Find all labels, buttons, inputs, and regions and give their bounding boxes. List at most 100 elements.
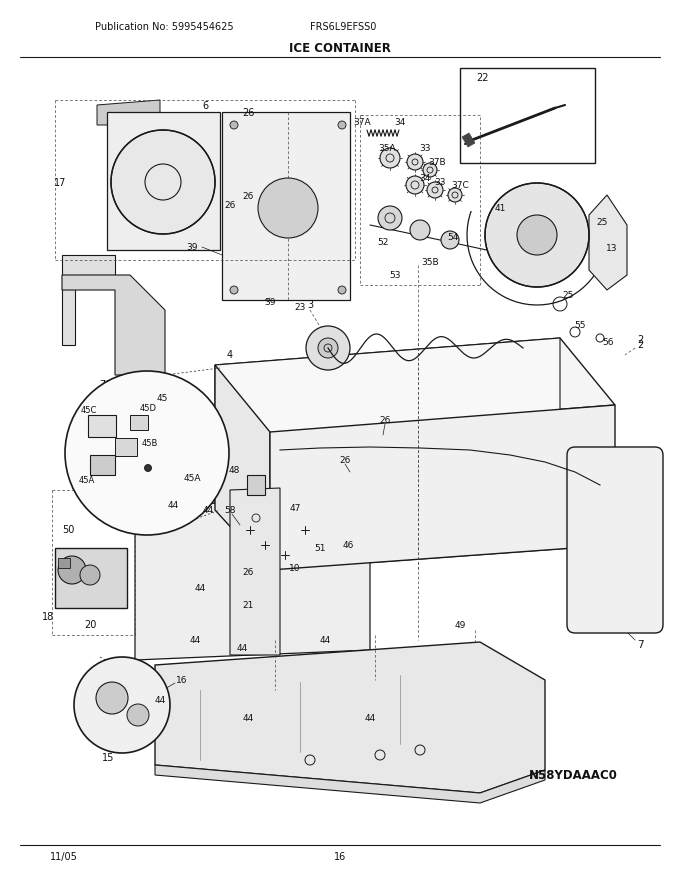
Text: 44: 44 [237, 643, 248, 652]
Text: 23: 23 [294, 303, 306, 312]
Text: 44: 44 [203, 505, 214, 515]
Text: 4: 4 [227, 350, 233, 360]
Text: 45: 45 [156, 393, 168, 402]
Text: 58: 58 [224, 505, 236, 515]
Text: 47: 47 [289, 503, 301, 512]
Text: 70: 70 [99, 380, 112, 390]
Circle shape [258, 178, 318, 238]
Text: 26: 26 [242, 192, 254, 201]
Polygon shape [462, 133, 475, 147]
Text: 34: 34 [420, 173, 430, 182]
Circle shape [230, 286, 238, 294]
Text: 18: 18 [42, 612, 54, 622]
Circle shape [127, 704, 149, 726]
Text: 3: 3 [307, 300, 313, 310]
Circle shape [448, 188, 462, 202]
Text: 15: 15 [102, 753, 114, 763]
Bar [55, 548, 127, 608]
Circle shape [406, 176, 424, 194]
Text: 17: 17 [54, 178, 66, 188]
Circle shape [65, 371, 229, 535]
Text: 44: 44 [364, 714, 375, 722]
Text: 45D: 45D [139, 404, 156, 413]
Circle shape [338, 286, 346, 294]
Text: 35B: 35B [421, 258, 439, 267]
Text: Publication No: 5995454625: Publication No: 5995454625 [95, 22, 234, 32]
Circle shape [410, 220, 430, 240]
Circle shape [306, 326, 350, 370]
Polygon shape [230, 488, 280, 655]
Text: 41: 41 [494, 203, 506, 212]
Circle shape [378, 206, 402, 230]
Text: 2: 2 [637, 335, 643, 345]
Text: 45B: 45B [142, 438, 158, 448]
Text: 56: 56 [602, 338, 614, 347]
Text: 49: 49 [454, 620, 466, 629]
Text: 44: 44 [320, 635, 330, 644]
Circle shape [427, 182, 443, 198]
Text: 22: 22 [476, 73, 488, 83]
Text: 26: 26 [379, 415, 391, 424]
Text: 55: 55 [574, 320, 585, 329]
Text: 33: 33 [435, 178, 446, 187]
Text: 51: 51 [314, 544, 326, 553]
Circle shape [318, 338, 338, 358]
Text: 45C: 45C [81, 406, 97, 414]
Circle shape [96, 682, 128, 714]
Circle shape [58, 556, 86, 584]
Circle shape [144, 465, 152, 472]
Text: 33: 33 [420, 143, 430, 152]
Text: 37A: 37A [353, 118, 371, 127]
Text: 46: 46 [342, 540, 354, 549]
Circle shape [407, 154, 423, 170]
Text: 37C: 37C [451, 180, 469, 189]
Polygon shape [97, 100, 160, 125]
Text: 7: 7 [636, 640, 643, 650]
Bar [88, 415, 116, 437]
Polygon shape [155, 765, 545, 803]
Text: 44: 44 [194, 583, 205, 592]
Text: 25: 25 [562, 290, 574, 299]
Text: 11/05: 11/05 [50, 852, 78, 862]
Text: 20: 20 [84, 620, 96, 630]
Text: 37B: 37B [428, 158, 446, 166]
Text: 26: 26 [339, 456, 351, 465]
Polygon shape [215, 480, 615, 570]
Text: 35A: 35A [378, 143, 396, 152]
Text: 45A: 45A [183, 473, 201, 482]
Text: 26: 26 [242, 108, 254, 118]
Text: 54: 54 [447, 232, 459, 241]
Circle shape [74, 657, 170, 753]
Bar [115, 438, 137, 456]
Polygon shape [215, 338, 560, 472]
Circle shape [80, 565, 100, 585]
Polygon shape [589, 195, 627, 290]
Text: 50: 50 [62, 525, 74, 535]
Text: 21: 21 [242, 600, 254, 610]
Polygon shape [62, 255, 115, 345]
Bar [130, 415, 148, 430]
Text: 10: 10 [289, 563, 301, 573]
Bar [90, 455, 115, 475]
Text: 26: 26 [224, 201, 236, 209]
Circle shape [485, 183, 589, 287]
Polygon shape [155, 642, 545, 793]
Polygon shape [62, 275, 165, 375]
Text: 25: 25 [596, 217, 608, 226]
Bar [247, 475, 265, 495]
Circle shape [441, 231, 459, 249]
Circle shape [111, 130, 215, 234]
Text: 44: 44 [242, 714, 254, 722]
Polygon shape [270, 405, 615, 570]
Text: FRS6L9EFSS0: FRS6L9EFSS0 [310, 22, 376, 32]
Polygon shape [222, 112, 350, 300]
Bar [58, 558, 70, 568]
Polygon shape [135, 490, 370, 660]
Text: 16: 16 [334, 852, 346, 862]
Text: ICE CONTAINER: ICE CONTAINER [289, 41, 391, 55]
Circle shape [380, 148, 400, 168]
Text: 39: 39 [186, 243, 198, 252]
Text: 6: 6 [202, 101, 208, 111]
Circle shape [230, 121, 238, 129]
Text: 44: 44 [189, 635, 201, 644]
